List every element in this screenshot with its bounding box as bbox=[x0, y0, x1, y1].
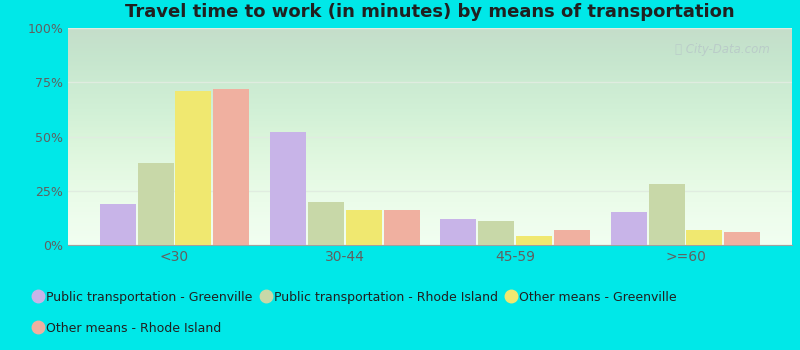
Bar bbox=[554, 230, 590, 245]
Bar bbox=[100, 204, 136, 245]
Bar bbox=[384, 210, 419, 245]
Bar bbox=[686, 230, 722, 245]
Title: Travel time to work (in minutes) by means of transportation: Travel time to work (in minutes) by mean… bbox=[125, 3, 735, 21]
Bar bbox=[346, 210, 382, 245]
Legend: Other means - Rhode Island: Other means - Rhode Island bbox=[30, 317, 226, 340]
Bar bbox=[175, 91, 211, 245]
Bar bbox=[441, 219, 476, 245]
Bar bbox=[724, 232, 760, 245]
Bar bbox=[270, 132, 306, 245]
Bar bbox=[649, 184, 685, 245]
Text: ⓘ City-Data.com: ⓘ City-Data.com bbox=[675, 43, 770, 56]
Bar bbox=[516, 236, 552, 245]
Bar bbox=[610, 212, 646, 245]
Bar bbox=[214, 89, 250, 245]
Legend: Public transportation - Greenville, Public transportation - Rhode Island, Other : Public transportation - Greenville, Publ… bbox=[30, 286, 682, 309]
Bar bbox=[308, 202, 344, 245]
Bar bbox=[478, 221, 514, 245]
Bar bbox=[138, 162, 174, 245]
